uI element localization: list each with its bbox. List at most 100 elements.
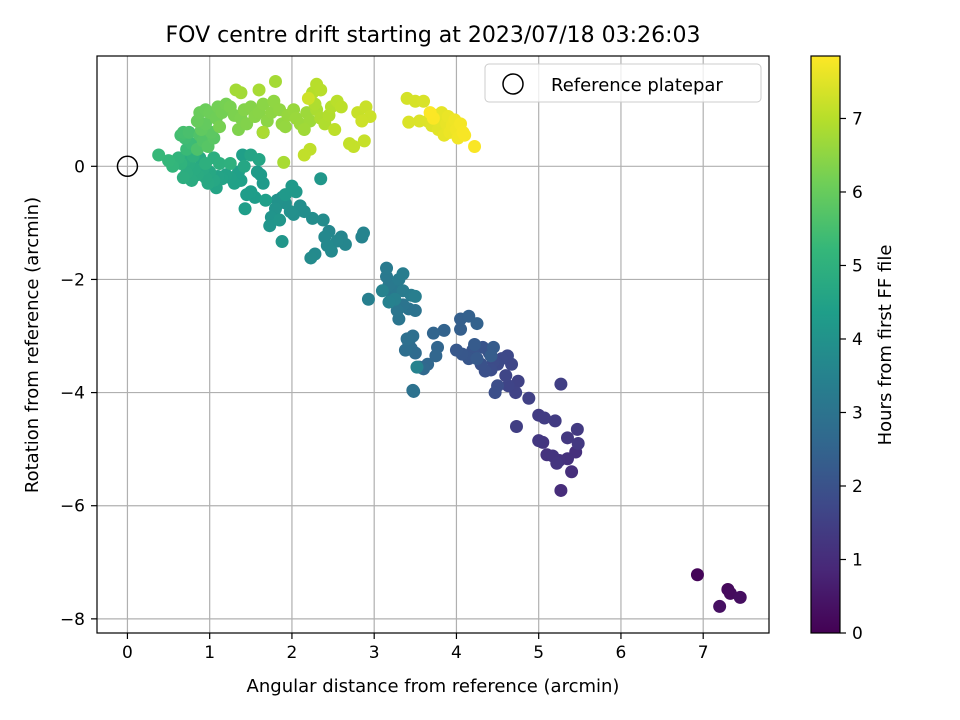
colorbar-tick-label: 7 bbox=[852, 109, 863, 129]
data-point bbox=[316, 213, 330, 227]
legend: Reference platepar bbox=[484, 63, 762, 103]
data-point bbox=[278, 188, 292, 202]
data-point bbox=[277, 155, 291, 169]
data-point bbox=[357, 134, 371, 148]
data-point bbox=[238, 202, 252, 216]
data-point bbox=[259, 193, 273, 207]
data-point bbox=[423, 106, 437, 120]
data-point bbox=[429, 349, 443, 363]
data-point bbox=[501, 379, 515, 393]
data-point bbox=[402, 115, 416, 129]
data-point bbox=[532, 434, 546, 448]
x-tick-label: 1 bbox=[204, 643, 215, 663]
data-point bbox=[304, 251, 318, 265]
colorbar bbox=[810, 55, 841, 634]
data-point bbox=[565, 465, 579, 479]
x-tick-label: 3 bbox=[369, 643, 380, 663]
colorbar-tick-label: 5 bbox=[852, 256, 863, 276]
x-tick-label: 5 bbox=[533, 643, 544, 663]
data-point bbox=[324, 244, 338, 258]
x-tick-label: 4 bbox=[451, 643, 462, 663]
data-point bbox=[400, 332, 414, 346]
legend-label-reference-platepar: Reference platepar bbox=[551, 75, 723, 96]
x-axis-label: Angular distance from reference (arcmin) bbox=[247, 676, 620, 697]
data-point bbox=[375, 284, 389, 298]
data-point bbox=[499, 369, 513, 383]
data-point bbox=[237, 159, 251, 173]
data-point bbox=[250, 165, 264, 179]
data-point bbox=[273, 213, 287, 227]
data-point bbox=[199, 156, 213, 170]
data-point bbox=[426, 326, 440, 340]
data-point bbox=[162, 154, 176, 168]
data-point bbox=[263, 219, 277, 233]
colorbar-tick-label: 6 bbox=[852, 183, 863, 203]
data-point bbox=[297, 148, 311, 162]
data-point bbox=[314, 172, 328, 186]
axes-frame bbox=[96, 55, 770, 634]
data-point bbox=[417, 94, 431, 108]
x-tick-label: 7 bbox=[698, 643, 709, 663]
data-point bbox=[468, 140, 482, 154]
y-tick-label: −6 bbox=[60, 497, 85, 517]
data-point bbox=[356, 226, 370, 240]
data-point bbox=[328, 123, 342, 137]
data-point bbox=[330, 234, 344, 248]
colorbar-tick-label: 4 bbox=[852, 330, 863, 350]
data-point bbox=[410, 360, 424, 374]
reference-platepar-marker bbox=[116, 155, 139, 178]
data-point bbox=[213, 120, 227, 134]
data-point bbox=[213, 156, 227, 170]
data-point bbox=[511, 374, 525, 388]
data-point bbox=[256, 97, 270, 111]
data-point bbox=[361, 292, 375, 306]
data-point bbox=[252, 83, 266, 97]
data-point bbox=[182, 125, 196, 139]
data-point bbox=[398, 343, 412, 357]
y-axis-ticks: −8 −6 −4 −2 0 bbox=[60, 157, 97, 630]
data-point bbox=[437, 323, 451, 337]
data-point bbox=[301, 91, 315, 105]
y-tick-label: 0 bbox=[74, 157, 85, 177]
data-point bbox=[314, 83, 328, 97]
data-point bbox=[240, 188, 254, 202]
colorbar-ticks: 0 1 2 3 4 5 6 7 bbox=[840, 109, 863, 644]
data-point bbox=[509, 420, 523, 434]
grid-lines bbox=[97, 56, 769, 633]
data-point bbox=[408, 289, 422, 303]
data-point bbox=[256, 125, 270, 139]
chart-title: FOV centre drift starting at 2023/07/18 … bbox=[166, 23, 701, 48]
x-tick-label: 2 bbox=[287, 643, 298, 663]
data-points bbox=[152, 74, 747, 613]
data-point bbox=[396, 267, 410, 281]
colorbar-label: Hours from first FF file bbox=[875, 245, 896, 446]
x-axis-ticks: 0 1 2 3 4 5 6 7 bbox=[122, 633, 709, 663]
data-point bbox=[470, 352, 484, 366]
data-point bbox=[252, 153, 266, 167]
data-point bbox=[522, 391, 536, 405]
data-point bbox=[537, 411, 551, 425]
data-point bbox=[297, 123, 311, 137]
data-point bbox=[548, 414, 562, 428]
data-point bbox=[278, 120, 292, 134]
data-point bbox=[488, 386, 502, 400]
colorbar-tick-label: 3 bbox=[852, 403, 863, 423]
data-point bbox=[382, 295, 396, 309]
data-point bbox=[449, 343, 463, 357]
data-point bbox=[355, 114, 369, 128]
data-point bbox=[347, 140, 361, 154]
data-point bbox=[554, 483, 568, 497]
x-tick-label: 0 bbox=[122, 643, 133, 663]
data-point bbox=[152, 148, 166, 162]
data-point bbox=[229, 83, 243, 97]
data-point bbox=[733, 590, 747, 604]
legend-open-circle-marker bbox=[502, 73, 524, 95]
legend-box bbox=[484, 63, 762, 103]
data-point bbox=[176, 171, 190, 185]
colorbar-tick-label: 1 bbox=[852, 550, 863, 570]
data-point bbox=[570, 422, 584, 436]
y-axis-label: Rotation from reference (arcmin) bbox=[22, 197, 43, 493]
data-point bbox=[458, 128, 472, 142]
data-point bbox=[380, 261, 394, 275]
